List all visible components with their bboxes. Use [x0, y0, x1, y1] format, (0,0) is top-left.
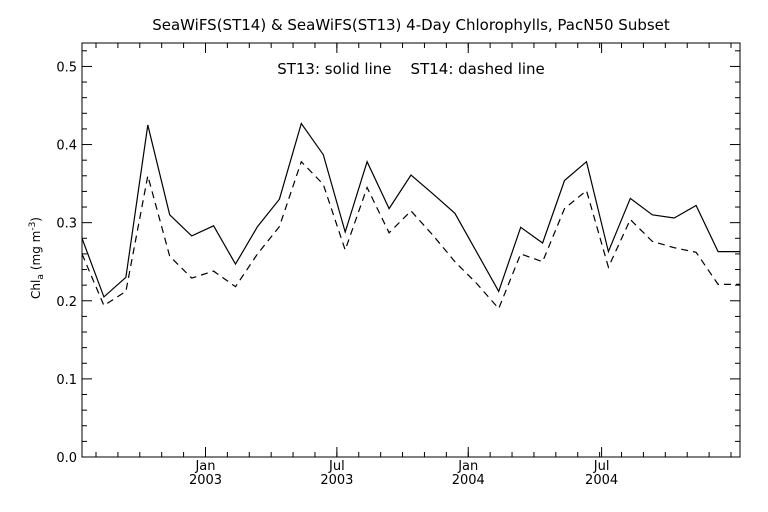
y-label-main: Chl [29, 280, 43, 299]
x-tick-month: Jul [328, 459, 345, 474]
x-tick-month: Jan [457, 459, 478, 474]
x-tick-year: 2003 [189, 473, 222, 488]
y-tick-label: 0.1 [56, 373, 77, 388]
series-lines [81, 122, 740, 310]
x-tick-year: 2004 [452, 473, 485, 488]
plot-frame [81, 42, 741, 458]
x-tick-year: 2003 [320, 473, 353, 488]
y-tick-label: 0.3 [56, 217, 77, 232]
y-ticks: 0.0 0.1 0.2 0.3 0.4 0.5 [56, 50, 740, 466]
y-label-exponent: -3 [28, 222, 38, 231]
chart-annotation: ST13: solid line ST14: dashed line [277, 60, 545, 78]
y-tick-label: 0.5 [56, 60, 77, 75]
y-label-subscript: a [36, 274, 46, 280]
series-st13-solid-line [81, 122, 740, 298]
chart-title: SeaWiFS(ST14) & SeaWiFS(ST13) 4-Day Chlo… [152, 16, 670, 34]
x-tick-year: 2004 [585, 473, 618, 488]
y-tick-label: 0.2 [56, 295, 77, 310]
y-tick-label: 0.4 [56, 139, 77, 154]
y-label-close: ) [29, 217, 43, 222]
series-st14-dashed-line [81, 160, 740, 310]
x-tick-month: Jan [194, 459, 215, 474]
y-axis-label: Chla (mg m-3) [28, 217, 46, 299]
y-label-unit: (mg m [29, 231, 43, 271]
x-tick-month: Jul [593, 459, 610, 474]
y-tick-label: 0.0 [56, 451, 77, 466]
